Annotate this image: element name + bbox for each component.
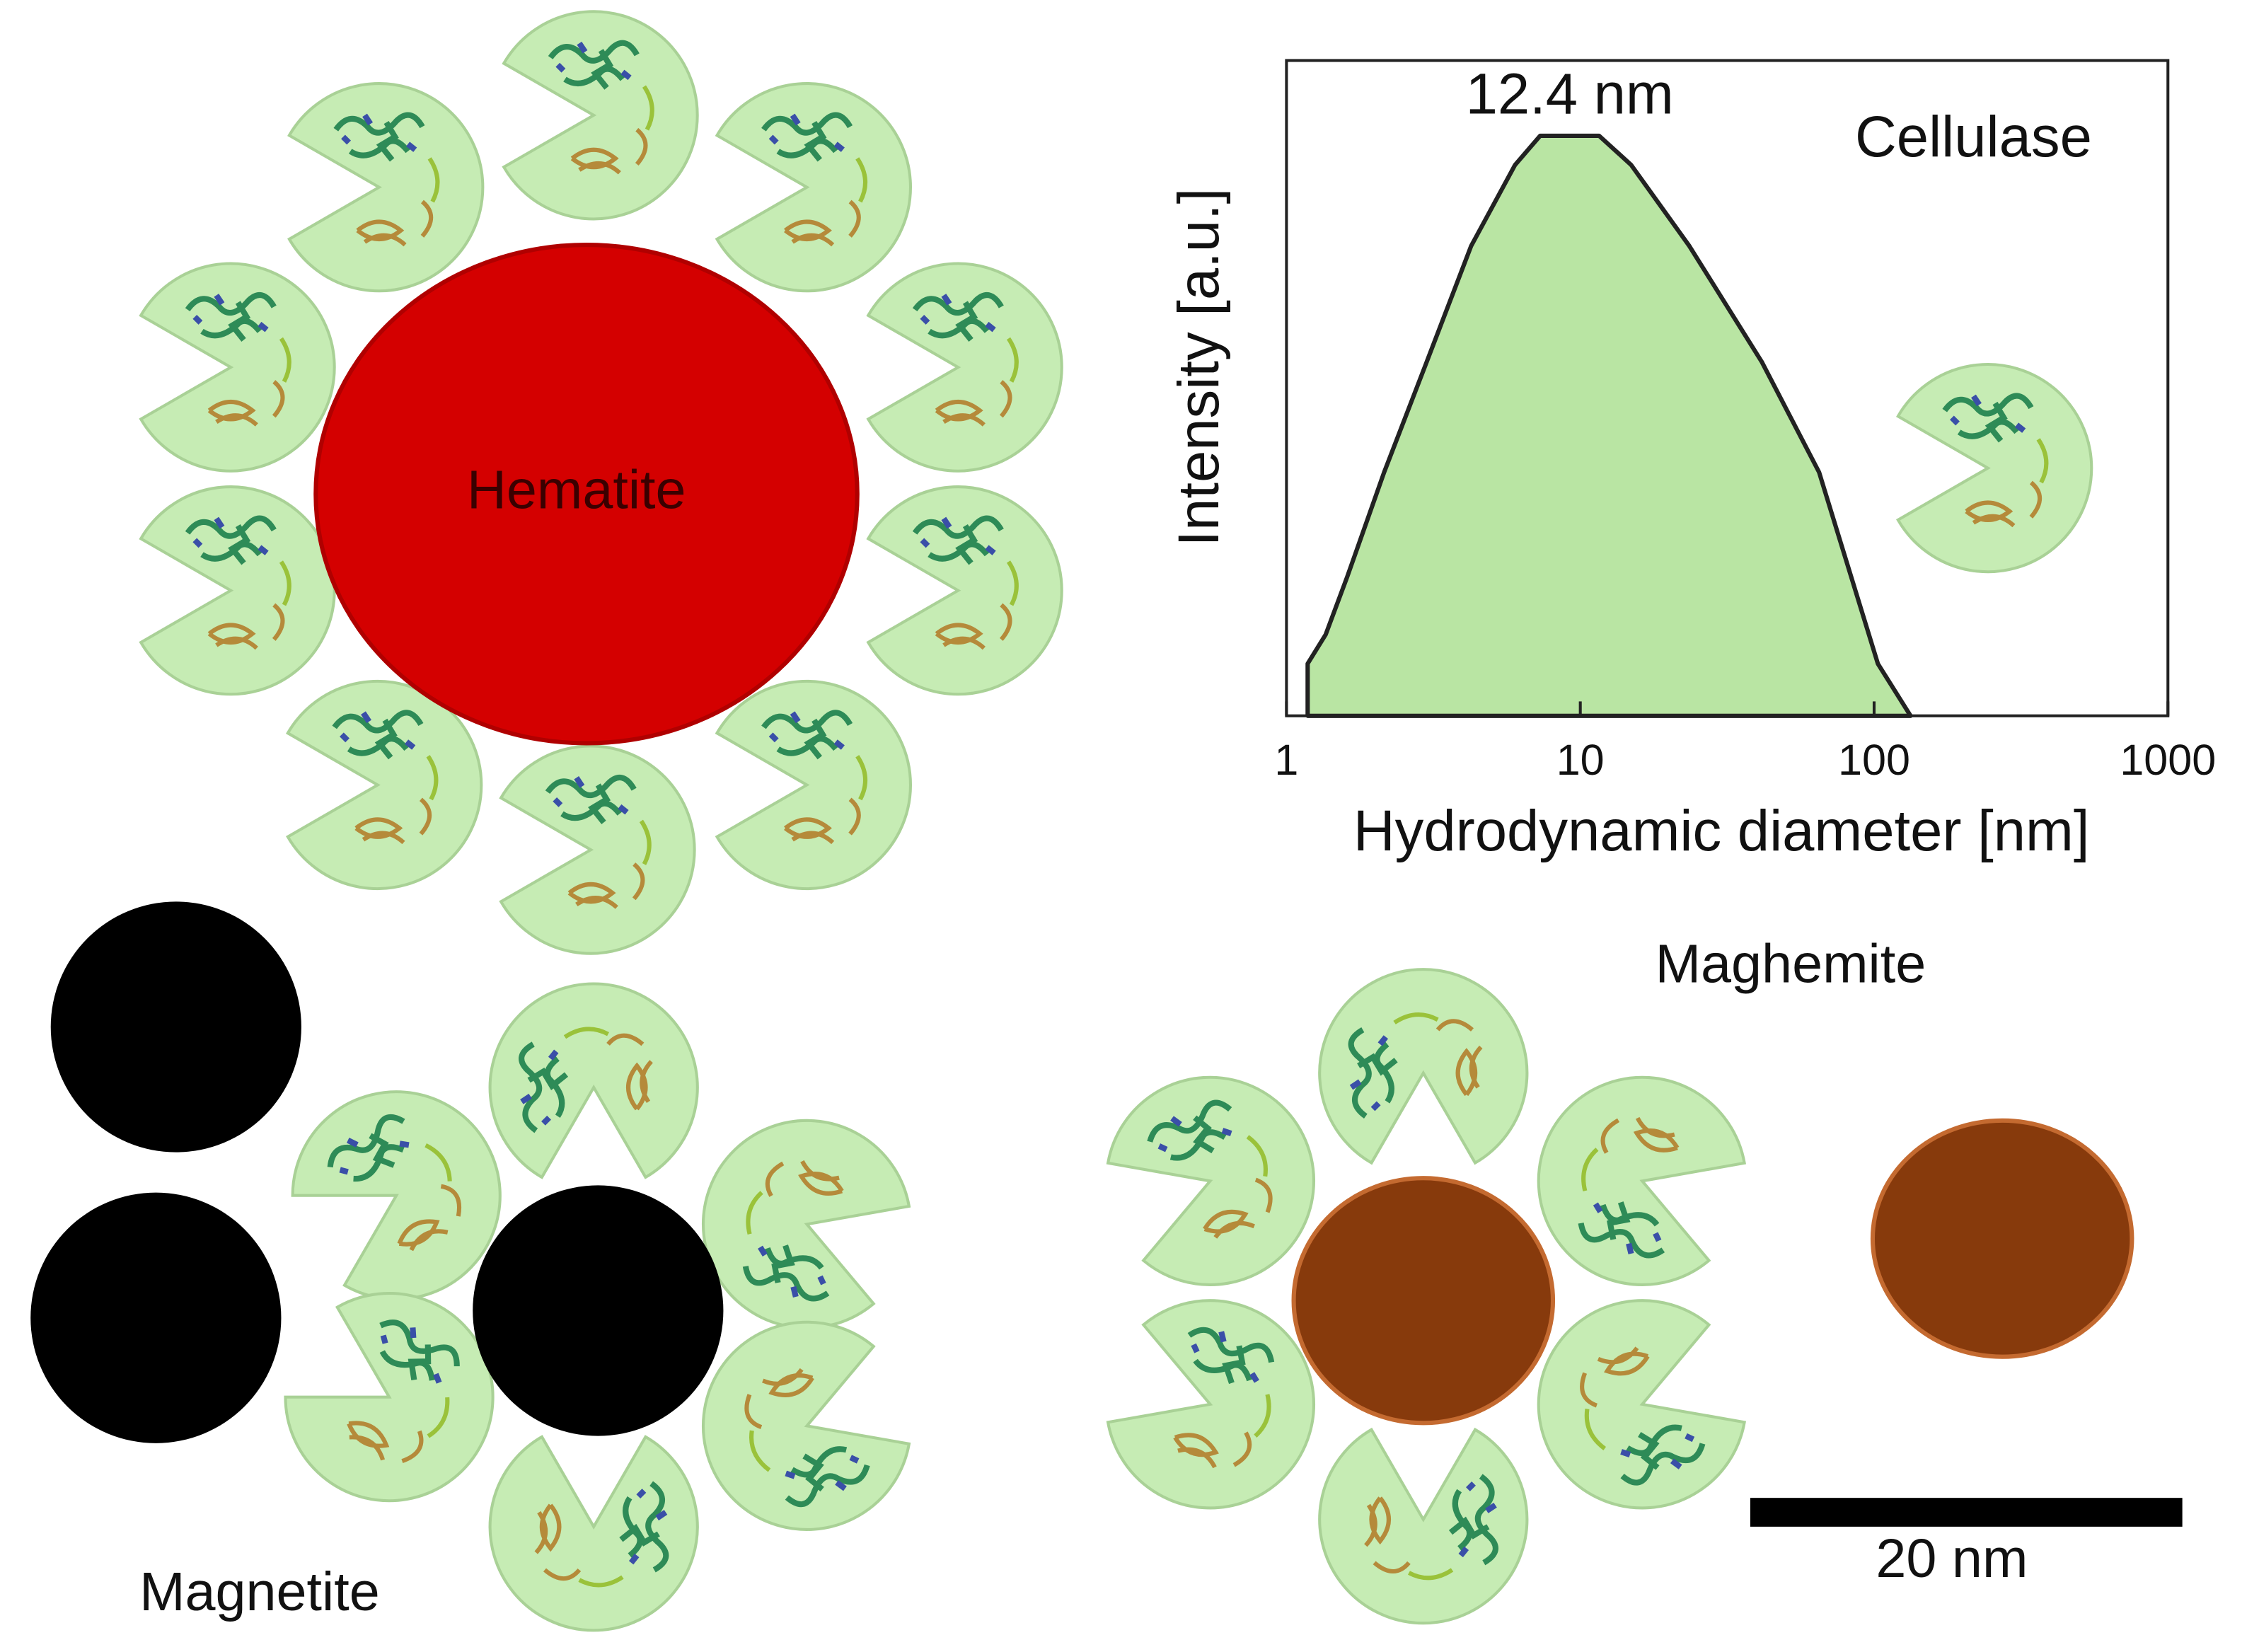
x-tick-label: 100: [1838, 736, 1910, 784]
maghemite-particle: [1870, 1118, 2134, 1359]
x-tick-label: 1: [1274, 736, 1298, 784]
series-label: Cellulase: [1855, 105, 2092, 169]
scale-bar-label: 20 nm: [1876, 1528, 2028, 1589]
x-tick-label: 1000: [2120, 736, 2216, 784]
hematite-assembly: Hematite: [141, 11, 1062, 953]
scale-bar-line: [1750, 1498, 2183, 1527]
maghemite-particle: [1291, 1176, 1556, 1426]
magnetite-particle: [30, 1192, 282, 1443]
maghemite-assembly: Maghemite: [1090, 933, 2134, 1623]
plot-frame: [1285, 59, 2170, 717]
peak-annotation: 12.4 nm: [1466, 62, 1674, 127]
y-axis-label: Intensity [a.u.]: [1167, 188, 1231, 547]
magnetite-particle: [473, 1185, 724, 1436]
magnetite-particle: [50, 901, 301, 1153]
x-tick-label: 10: [1556, 736, 1605, 784]
dls-chart: Cellulase Hydrodynamic diameter [nm] Int…: [1167, 59, 2216, 863]
maghemite-label: Maghemite: [1656, 933, 1926, 994]
hematite-label: Hematite: [467, 460, 686, 521]
hematite-particle: [313, 243, 860, 746]
x-axis-label: Hydrodynamic diameter [nm]: [1353, 799, 2090, 863]
magnetite-assembly: Magnetite: [30, 901, 927, 1630]
distribution-area: [1305, 133, 1913, 718]
scale-bar: 20 nm: [1750, 1498, 2183, 1589]
magnetite-label: Magnetite: [139, 1561, 380, 1622]
